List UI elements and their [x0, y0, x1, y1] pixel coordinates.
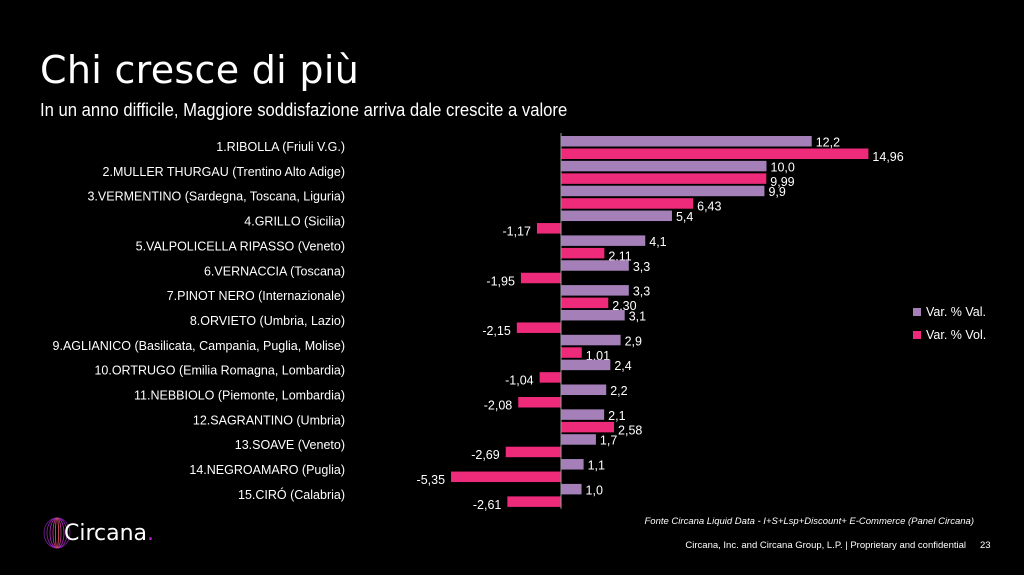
bar-vol — [518, 397, 561, 408]
category-label: 3.VERMENTINO (Sardegna, Toscana, Liguria… — [87, 190, 345, 204]
bar-val — [561, 260, 629, 271]
data-label-vol: -5,35 — [417, 473, 446, 487]
category-label: 15.CIRÓ (Calabria) — [238, 487, 345, 502]
bar-val — [561, 384, 607, 395]
bar-val — [561, 409, 605, 420]
category-label: 12.SAGRANTINO (Umbria) — [193, 413, 345, 427]
data-label-vol: -1,17 — [502, 225, 531, 239]
data-label-vol: -2,69 — [471, 448, 500, 462]
logo-dot: . — [147, 520, 155, 546]
bar-val — [561, 285, 629, 296]
bar-vol — [561, 198, 694, 209]
copyright-note: Circana, Inc. and Circana Group, L.P. | … — [685, 540, 966, 551]
legend-item-val: Var. % Val. — [913, 300, 986, 323]
bar-vol — [561, 297, 609, 309]
bar-vol — [539, 372, 561, 383]
bar-val — [561, 309, 625, 321]
data-label-val: 2,9 — [625, 334, 642, 348]
category-label: 13.SOAVE (Veneto) — [235, 438, 345, 452]
bar-vol — [536, 223, 561, 234]
category-label: 10.ORTRUGO (Emilia Romagna, Lombardia) — [94, 364, 345, 378]
data-label-vol: 1,01 — [586, 349, 610, 363]
data-label-vol: 2,58 — [618, 423, 642, 437]
bar-vol — [561, 173, 767, 184]
category-label: 8.ORVIETO (Umbria, Lazio) — [190, 314, 345, 328]
bar-val — [561, 334, 621, 346]
chart-legend: Var. % Val. Var. % Vol. — [913, 300, 986, 346]
bar-val — [561, 235, 646, 246]
data-label-vol: -2,08 — [484, 399, 513, 413]
category-label: 5.VALPOLICELLA RIPASSO (Veneto) — [136, 239, 345, 253]
bar-val — [561, 160, 767, 172]
data-label-val: 9,9 — [768, 185, 785, 199]
bar-vol — [516, 322, 561, 333]
circana-logo-icon — [43, 517, 71, 549]
data-label-vol: 6,43 — [697, 200, 721, 214]
data-label-val: 2,1 — [608, 409, 625, 423]
bar-vol — [505, 446, 561, 458]
category-label: 4.GRILLO (Sicilia) — [244, 215, 345, 229]
page-number: 23 — [980, 540, 991, 551]
legend-swatch-vol — [913, 330, 921, 339]
category-label: 11.NEBBIOLO (Piemonte, Lombardia) — [134, 389, 345, 403]
bar-val — [561, 459, 584, 470]
data-label-val: 1,7 — [600, 434, 617, 448]
category-label: 14.NEGROAMARO (Puglia) — [189, 463, 345, 477]
category-label: 1.RIBOLLA (Friuli V.G.) — [216, 140, 345, 154]
legend-label-vol: Var. % Vol. — [926, 327, 987, 342]
bar-val — [561, 136, 812, 147]
category-label: 7.PINOT NERO (Internazionale) — [167, 289, 345, 303]
data-label-val: 4,1 — [649, 235, 666, 249]
bar-val — [561, 210, 672, 222]
data-label-vol: -1,95 — [486, 274, 515, 288]
bar-val — [561, 483, 582, 495]
legend-item-vol: Var. % Vol. — [913, 323, 986, 346]
data-label-val: 3,1 — [629, 309, 646, 323]
data-label-val: 5,4 — [676, 210, 693, 224]
category-label: 9.AGLIANICO (Basilicata, Campania, Pugli… — [53, 339, 345, 353]
data-label-vol: -2,15 — [482, 324, 511, 338]
bar-val — [561, 359, 611, 371]
data-label-val: 10,0 — [771, 160, 795, 174]
bar-vol — [561, 347, 582, 358]
bar-val — [561, 434, 596, 445]
bar-vol — [520, 272, 561, 284]
source-note: Fonte Circana Liquid Data - I+S+Lsp+Disc… — [644, 516, 975, 527]
legend-label-val: Var. % Val. — [926, 304, 986, 319]
data-label-val: 3,3 — [633, 285, 650, 299]
page-title: Chi cresce di più — [40, 48, 360, 92]
page-subtitle: In un anno difficile, Maggiore soddisfaz… — [40, 99, 568, 120]
bar-vol — [451, 471, 561, 483]
bar-vol — [561, 247, 605, 259]
bar-vol — [561, 148, 869, 159]
data-label-val: 2,4 — [614, 359, 631, 373]
category-label: 2.MULLER THURGAU (Trentino Alto Adige) — [103, 165, 345, 179]
legend-swatch-val — [913, 307, 921, 316]
bar-vol — [561, 421, 615, 433]
data-label-val: 3,3 — [633, 260, 650, 274]
data-label-val: 1,0 — [586, 483, 603, 497]
data-label-val: 12,2 — [816, 136, 840, 150]
data-label-vol: 2,11 — [608, 249, 631, 263]
circana-logo: Circana. — [42, 516, 154, 550]
category-label: 6.VERNACCIA (Toscana) — [204, 264, 345, 278]
bar-vol — [507, 496, 561, 507]
data-label-vol: -2,61 — [473, 498, 502, 512]
data-label-vol: 2,30 — [612, 299, 636, 313]
logo-text: Circana — [64, 520, 148, 546]
data-label-val: 2,2 — [610, 384, 627, 398]
data-label-vol: 14,96 — [872, 150, 903, 164]
data-label-vol: 9,99 — [770, 175, 794, 189]
data-label-val: 1,1 — [588, 459, 605, 473]
bar-val — [561, 185, 765, 197]
data-label-vol: -1,04 — [505, 374, 534, 388]
